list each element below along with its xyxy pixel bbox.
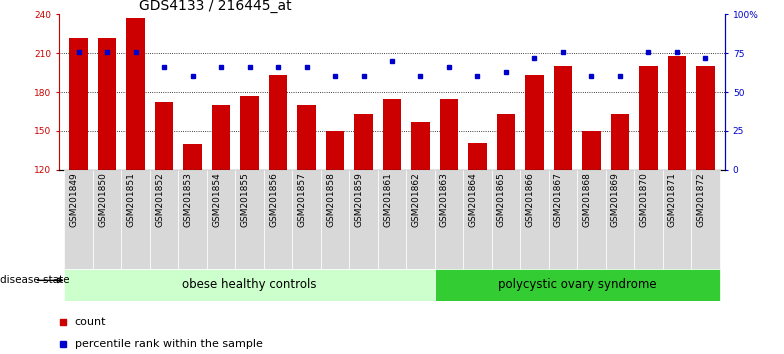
Text: GSM201870: GSM201870 bbox=[639, 172, 648, 227]
Bar bbox=[463, 170, 492, 269]
Bar bbox=[179, 170, 207, 269]
Text: GSM201849: GSM201849 bbox=[70, 172, 78, 227]
Bar bbox=[605, 170, 634, 269]
Bar bbox=[241, 96, 259, 170]
Bar bbox=[520, 170, 549, 269]
Text: GSM201854: GSM201854 bbox=[212, 172, 221, 227]
Text: GSM201852: GSM201852 bbox=[155, 172, 164, 227]
Bar bbox=[235, 170, 264, 269]
Bar bbox=[434, 269, 720, 301]
Text: GDS4133 / 216445_at: GDS4133 / 216445_at bbox=[139, 0, 292, 13]
Text: GSM201862: GSM201862 bbox=[412, 172, 420, 227]
Text: count: count bbox=[74, 317, 107, 327]
Text: polycystic ovary syndrome: polycystic ovary syndrome bbox=[498, 279, 656, 291]
Bar bbox=[207, 170, 235, 269]
Text: GSM201853: GSM201853 bbox=[183, 172, 193, 227]
Bar bbox=[98, 38, 117, 170]
Bar bbox=[691, 170, 720, 269]
Text: GSM201872: GSM201872 bbox=[696, 172, 706, 227]
Bar bbox=[412, 122, 430, 170]
Bar bbox=[122, 170, 150, 269]
Bar bbox=[212, 105, 230, 170]
Bar bbox=[696, 66, 714, 170]
Bar bbox=[577, 170, 605, 269]
Bar bbox=[150, 170, 179, 269]
Bar bbox=[434, 170, 463, 269]
Bar bbox=[378, 170, 406, 269]
Bar bbox=[440, 98, 458, 170]
Text: disease state: disease state bbox=[0, 275, 70, 285]
Text: GSM201851: GSM201851 bbox=[127, 172, 136, 227]
Bar bbox=[634, 170, 662, 269]
Bar bbox=[126, 18, 145, 170]
Text: GSM201864: GSM201864 bbox=[468, 172, 477, 227]
Text: GSM201865: GSM201865 bbox=[497, 172, 506, 227]
Bar bbox=[183, 144, 202, 170]
Text: GSM201859: GSM201859 bbox=[354, 172, 364, 227]
Bar bbox=[549, 170, 577, 269]
Bar bbox=[406, 170, 434, 269]
Bar bbox=[667, 56, 686, 170]
Bar bbox=[611, 114, 629, 170]
Text: GSM201867: GSM201867 bbox=[554, 172, 563, 227]
Bar bbox=[292, 170, 321, 269]
Bar bbox=[662, 170, 691, 269]
Text: GSM201857: GSM201857 bbox=[298, 172, 307, 227]
Bar bbox=[350, 170, 378, 269]
Bar bbox=[297, 105, 316, 170]
Bar bbox=[326, 131, 344, 170]
Text: GSM201869: GSM201869 bbox=[611, 172, 620, 227]
Bar bbox=[496, 114, 515, 170]
Bar bbox=[64, 170, 93, 269]
Bar bbox=[525, 75, 543, 170]
Bar bbox=[70, 38, 88, 170]
Text: GSM201861: GSM201861 bbox=[383, 172, 392, 227]
Bar bbox=[64, 269, 434, 301]
Bar bbox=[468, 143, 487, 170]
Text: GSM201866: GSM201866 bbox=[525, 172, 535, 227]
Bar bbox=[492, 170, 520, 269]
Text: percentile rank within the sample: percentile rank within the sample bbox=[74, 339, 263, 349]
Text: GSM201868: GSM201868 bbox=[583, 172, 591, 227]
Text: GSM201863: GSM201863 bbox=[440, 172, 449, 227]
Bar bbox=[383, 98, 401, 170]
Bar bbox=[354, 114, 372, 170]
Text: GSM201858: GSM201858 bbox=[326, 172, 335, 227]
Bar bbox=[93, 170, 122, 269]
Bar bbox=[264, 170, 292, 269]
Bar bbox=[155, 102, 173, 170]
Text: GSM201856: GSM201856 bbox=[269, 172, 278, 227]
Bar bbox=[582, 131, 601, 170]
Text: GSM201871: GSM201871 bbox=[668, 172, 677, 227]
Bar bbox=[639, 66, 658, 170]
Text: obese healthy controls: obese healthy controls bbox=[183, 279, 317, 291]
Bar bbox=[554, 66, 572, 170]
Bar bbox=[321, 170, 350, 269]
Text: GSM201855: GSM201855 bbox=[241, 172, 249, 227]
Text: GSM201850: GSM201850 bbox=[98, 172, 107, 227]
Bar bbox=[269, 75, 288, 170]
